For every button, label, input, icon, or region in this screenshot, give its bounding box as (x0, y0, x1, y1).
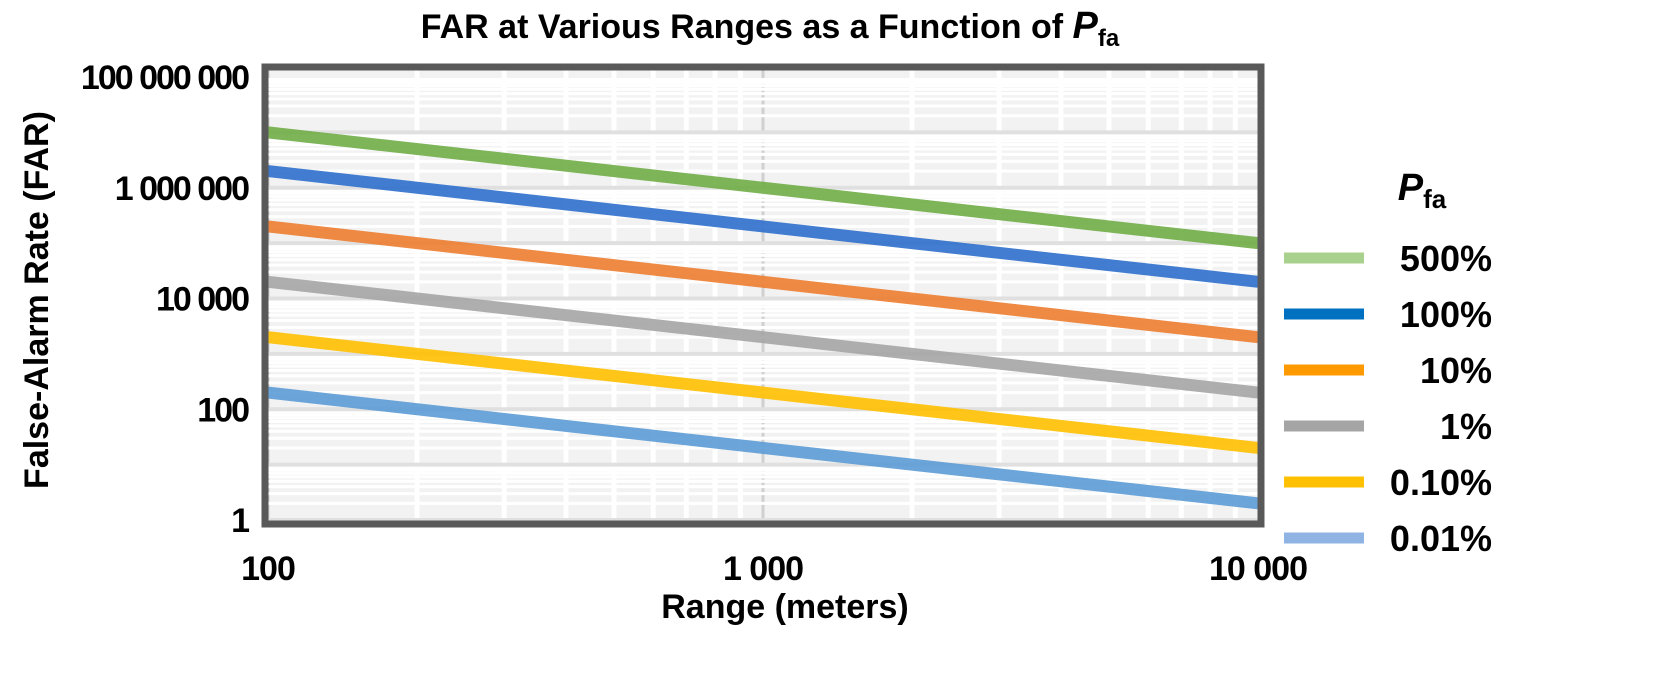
legend-label: 100% (1400, 294, 1492, 335)
y-tick-label: 100 (197, 391, 249, 429)
series-line-0 (267, 126, 1259, 250)
x-axis-label: Range (meters) (661, 588, 909, 626)
legend-title: Pfa (1398, 167, 1447, 214)
legend-label: 0.01% (1390, 518, 1492, 559)
y-tick-labels: 100 000 000 1 000 000 10 000 100 1 (81, 59, 251, 540)
legend-label: 500% (1400, 238, 1492, 279)
y-tick-label: 1 000 000 (115, 170, 249, 208)
legend: Pfa 500% 100% 10% 1% 0.10% 0.01% (1284, 167, 1492, 559)
x-tick-label: 100 (241, 550, 295, 588)
y-tick-label: 100 000 000 (81, 59, 249, 97)
plot-frame (261, 63, 1265, 528)
series-line-2 (267, 220, 1259, 344)
series-line-5 (267, 386, 1259, 510)
series-line-1 (267, 165, 1259, 288)
y-axis-label: False-Alarm Rate (FAR) (18, 111, 56, 489)
y-tick-label: 10 000 (156, 281, 249, 319)
series-line-3 (267, 275, 1259, 399)
y-tick-label: 1 (231, 502, 249, 540)
chart-title: FAR at Various Ranges as a Function of P… (421, 5, 1120, 52)
x-tick-label: 1 000 (723, 550, 803, 588)
series-line-4 (267, 331, 1259, 454)
legend-label: 10% (1420, 350, 1492, 391)
legend-label: 1% (1440, 406, 1492, 447)
x-tick-labels: 100 1 000 10 000 (241, 550, 1308, 588)
legend-label: 0.10% (1390, 462, 1492, 503)
series-lines (267, 126, 1259, 510)
x-tick-label: 10 000 (1209, 550, 1307, 588)
